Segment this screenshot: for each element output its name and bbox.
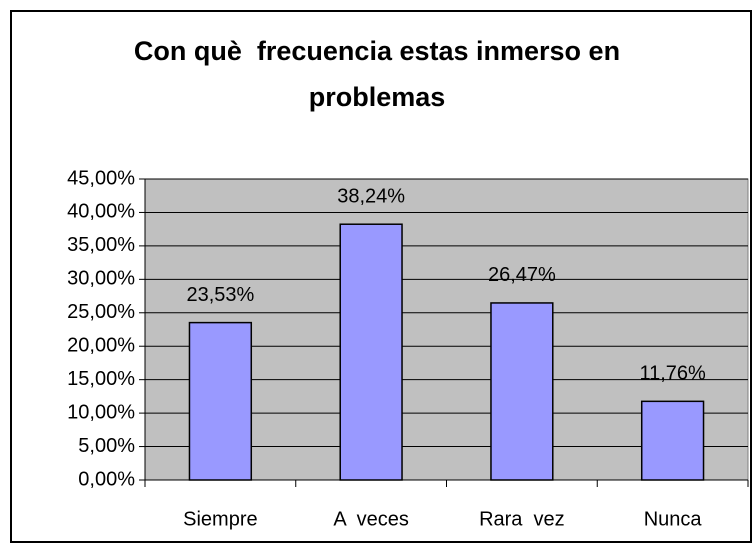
bar — [339, 223, 403, 481]
y-tick-label: 15,00% — [67, 368, 135, 390]
y-tick-label: 45,00% — [67, 167, 135, 189]
bar — [188, 321, 253, 481]
x-tick-label: Siempre — [183, 508, 257, 530]
y-tick-label: 5,00% — [78, 435, 135, 457]
chart-title: Con què frecuencia estas inmerso en prob… — [133, 36, 628, 112]
y-tick-label: 40,00% — [67, 201, 135, 223]
y-tick-label: 0,00% — [78, 468, 135, 490]
y-tick-label: 20,00% — [67, 335, 135, 357]
y-tick-label: 10,00% — [67, 401, 135, 423]
bar — [640, 400, 705, 481]
data-label: 23,53% — [186, 284, 254, 306]
y-tick-label: 30,00% — [67, 268, 135, 290]
data-label: 11,76% — [639, 363, 706, 385]
data-label: 38,24% — [337, 185, 405, 207]
y-tick-label: 25,00% — [67, 301, 135, 323]
x-tick-label: Rara vez — [479, 508, 565, 530]
x-tick-label: Nunca — [644, 508, 703, 530]
y-tick-label: 35,00% — [67, 234, 135, 256]
x-tick-label: A veces — [333, 508, 409, 530]
bar — [490, 302, 554, 481]
data-label: 26,47% — [488, 264, 556, 286]
